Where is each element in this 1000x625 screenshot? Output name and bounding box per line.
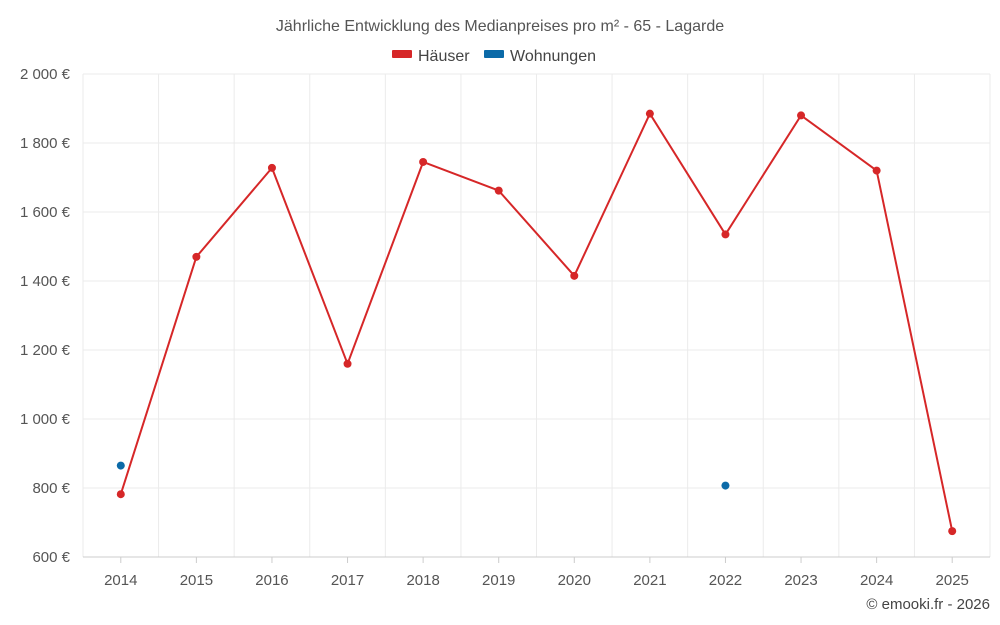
legend-swatch-wohnungen[interactable] — [484, 50, 504, 58]
data-point-haeuser-2019[interactable] — [494, 186, 503, 195]
data-point-haeuser-2024[interactable] — [872, 166, 881, 175]
x-tick-label: 2016 — [255, 572, 288, 589]
x-tick-label: 2022 — [709, 572, 742, 589]
data-point-haeuser-2022[interactable] — [721, 230, 730, 239]
x-tick-label: 2024 — [860, 572, 893, 589]
x-tick-label: 2020 — [558, 572, 591, 589]
y-tick-label: 600 € — [32, 549, 70, 566]
data-point-wohnungen-2014[interactable] — [116, 461, 125, 470]
legend-label-haeuser[interactable]: Häuser — [418, 48, 470, 65]
x-tick-label: 2014 — [104, 572, 137, 589]
x-tick-label: 2018 — [406, 572, 439, 589]
x-tick-label: 2017 — [331, 572, 364, 589]
data-point-haeuser-2018[interactable] — [419, 157, 428, 166]
data-point-haeuser-2017[interactable] — [343, 359, 352, 368]
legend-swatch-haeuser[interactable] — [392, 50, 412, 58]
legend: Häuser Wohnungen — [392, 48, 596, 65]
axes: 600 € 800 € 1 000 € 1 200 € 1 400 € 1 600 € 1 … — [20, 66, 990, 589]
data-point-haeuser-2021[interactable] — [645, 109, 654, 118]
data-point-haeuser-2025[interactable] — [948, 527, 957, 536]
data-point-haeuser-2020[interactable] — [570, 271, 579, 280]
chart-title: Jährliche Entwicklung des Medianpreises … — [276, 18, 724, 35]
y-tick-label: 800 € — [32, 480, 70, 497]
y-tick-label: 1 200 € — [20, 342, 71, 359]
series — [116, 109, 957, 536]
series-line-haeuser — [119, 112, 954, 532]
y-tick-label: 1 800 € — [20, 135, 71, 152]
x-tick-label: 2019 — [482, 572, 515, 589]
copyright-text: © emooki.fr - 2026 — [866, 596, 990, 613]
data-point-haeuser-2014[interactable] — [116, 490, 125, 499]
data-point-haeuser-2015[interactable] — [192, 252, 201, 261]
x-tick-label: 2015 — [180, 572, 213, 589]
grid — [82, 73, 991, 558]
y-tick-label: 1 600 € — [20, 204, 71, 221]
x-tick-label: 2025 — [936, 572, 969, 589]
y-tick-label: 1 000 € — [20, 411, 71, 428]
y-tick-label: 2 000 € — [20, 66, 71, 83]
data-point-haeuser-2016[interactable] — [267, 163, 276, 172]
data-point-wohnungen-2022[interactable] — [721, 481, 730, 490]
data-point-haeuser-2023[interactable] — [797, 111, 806, 120]
x-tick-label: 2021 — [633, 572, 666, 589]
y-tick-label: 1 400 € — [20, 273, 71, 290]
x-tick-label: 2023 — [784, 572, 817, 589]
legend-label-wohnungen[interactable]: Wohnungen — [510, 48, 596, 65]
